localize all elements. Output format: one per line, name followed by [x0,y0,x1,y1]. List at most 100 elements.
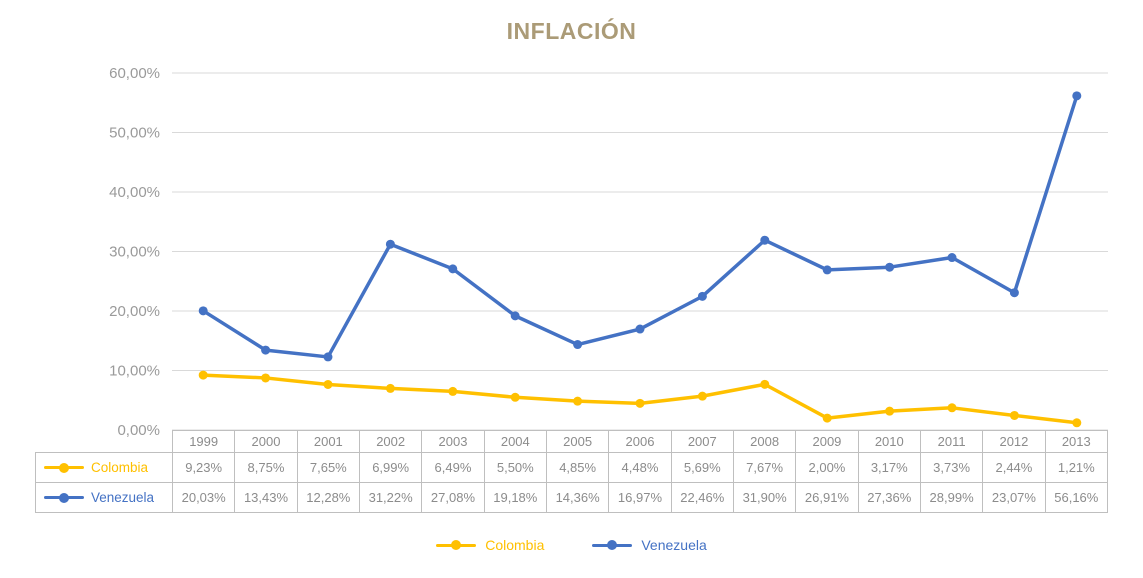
series-venezuela [198,91,1082,362]
value-cell-colombia: 2,44% [982,452,1046,483]
data-point-venezuela [1009,288,1019,298]
year-header: 2003 [421,430,485,453]
value-cell-venezuela: 31,22% [358,482,423,513]
value-cell-venezuela: 22,46% [670,482,734,513]
year-header: 2002 [358,430,423,453]
value-cell-colombia: 5,69% [670,452,734,483]
legend-key-venezuela [44,492,84,503]
year-header: 2012 [982,430,1046,453]
data-point-colombia [261,373,271,383]
value-cell-venezuela: 26,91% [795,482,859,513]
year-header: 2007 [670,430,734,453]
series-colombia [198,370,1082,428]
data-point-venezuela [261,345,271,355]
table-row-venezuela: Venezuela 20,03% 13,43% 12,28% 31,22% 27,08% 1… [35,482,1109,513]
legend-key-venezuela [592,540,633,551]
value-cell-venezuela: 14,36% [545,482,610,513]
y-tick-label: 60,00% [109,65,160,82]
data-point-venezuela [635,324,645,334]
value-cell-venezuela: 27,08% [421,482,485,513]
data-point-venezuela [323,352,333,362]
year-header: 2001 [296,430,360,453]
gridlines [172,72,1108,431]
y-axis-tick-labels: 0,00% 10,00% 20,00% 30,00% 40,00% 50,00% 60,00… [109,65,160,439]
data-point-venezuela [822,265,832,275]
value-cell-colombia: 6,49% [421,452,485,483]
value-cell-colombia: 3,73% [919,452,984,483]
value-cell-colombia: 4,48% [608,452,672,483]
legend-item-colombia: Colombia [436,537,544,553]
data-point-venezuela [947,253,957,263]
data-point-venezuela [760,235,770,245]
legend-label-venezuela: Venezuela [641,537,707,553]
year-header: 1999 [171,430,236,453]
y-tick-label: 50,00% [109,125,160,142]
value-cell-colombia: 1,21% [1044,452,1109,483]
legend-key-colombia [436,540,477,551]
year-header: 2000 [234,430,298,453]
value-cell-colombia: 8,75% [234,452,298,483]
data-point-venezuela [697,291,707,301]
series-label-cell-colombia: Colombia [35,452,173,483]
chart-data-table: 1999 2000 2001 2002 2003 2004 2005 2006 2007 2008… [35,430,1109,513]
data-point-colombia [822,413,832,423]
data-point-venezuela [510,311,520,321]
year-header: 2005 [545,430,610,453]
value-cell-venezuela: 16,97% [608,482,672,513]
data-point-colombia [198,370,208,380]
data-point-venezuela [385,239,395,249]
chart-legend: Colombia Venezuela [0,537,1143,553]
y-tick-label: 30,00% [109,244,160,261]
data-point-colombia [323,379,333,389]
data-point-venezuela [198,306,208,316]
value-cell-colombia: 9,23% [171,452,236,483]
value-cell-colombia: 4,85% [545,452,610,483]
data-point-venezuela [448,264,458,274]
value-cell-venezuela: 23,07% [982,482,1046,513]
data-point-colombia [1072,418,1082,428]
year-header: 2008 [732,430,797,453]
year-header: 2013 [1044,430,1109,453]
y-tick-label: 20,00% [109,303,160,320]
y-tick-label: 10,00% [109,363,160,380]
data-point-colombia [697,391,707,401]
data-point-colombia [510,392,520,402]
value-cell-colombia: 2,00% [795,452,859,483]
value-cell-venezuela: 12,28% [296,482,360,513]
data-point-colombia [385,383,395,393]
data-point-colombia [448,386,458,396]
value-cell-venezuela: 13,43% [234,482,298,513]
value-cell-venezuela: 31,90% [732,482,797,513]
series-name-venezuela: Venezuela [91,490,155,505]
year-header: 2011 [919,430,984,453]
data-point-colombia [760,379,770,389]
data-point-venezuela [1072,91,1082,101]
y-tick-label: 0,00% [117,422,160,439]
value-cell-venezuela: 28,99% [919,482,984,513]
data-point-venezuela [885,262,895,272]
legend-item-venezuela: Venezuela [592,537,707,553]
year-header: 2006 [608,430,672,453]
data-point-colombia [573,396,583,406]
chart-title: INFLACIÓN [506,18,637,44]
value-cell-colombia: 7,67% [732,452,797,483]
data-point-colombia [635,398,645,408]
series-name-colombia: Colombia [91,460,149,475]
table-year-header-row: 1999 2000 2001 2002 2003 2004 2005 2006 2007 2008… [36,430,1109,453]
value-cell-colombia: 6,99% [358,452,423,483]
value-cell-venezuela: 20,03% [171,482,236,513]
data-point-venezuela [573,340,583,350]
legend-label-colombia: Colombia [485,537,545,553]
year-header: 2009 [795,430,859,453]
data-point-colombia [1009,410,1019,420]
series-line-venezuela [201,94,1079,359]
year-header: 2010 [857,430,921,453]
legend-key-colombia [44,462,84,473]
table-row-colombia: Colombia 9,23% 8,75% 7,65% 6,99% 6,49% 5,50% 4,… [35,452,1109,483]
value-cell-venezuela: 19,18% [483,482,547,513]
value-cell-colombia: 5,50% [483,452,547,483]
series-label-cell-venezuela: Venezuela [35,482,173,513]
data-point-colombia [885,406,895,416]
data-point-colombia [947,403,957,413]
